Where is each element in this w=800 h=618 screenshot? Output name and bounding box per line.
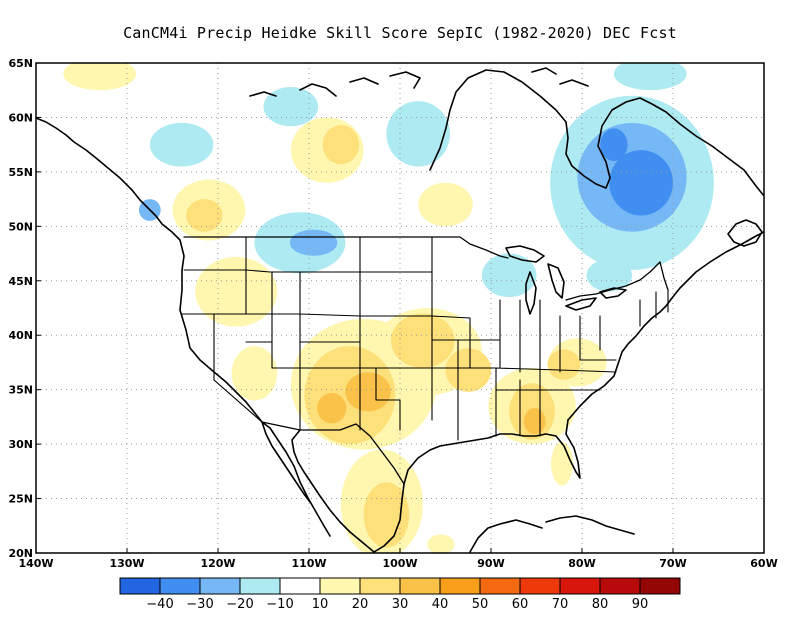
colorbar-label: 20	[352, 597, 369, 612]
skill-region	[547, 349, 581, 380]
lon-tick-label: 60W	[750, 557, 777, 570]
colorbar-swatch	[359, 577, 401, 595]
colorbar-label: −40	[146, 597, 173, 612]
us-canada-border	[183, 236, 669, 301]
skill-region	[418, 182, 473, 227]
labrador-coastline	[611, 97, 764, 197]
skill-region	[263, 87, 319, 127]
cuba-coastline	[545, 515, 635, 535]
lat-tick-label: 20N	[8, 547, 33, 560]
arctic-coastline	[249, 67, 589, 97]
colorbar-swatch	[119, 577, 161, 595]
map-boundaries	[36, 67, 764, 553]
lat-tick-label: 45N	[8, 275, 33, 288]
page-title: CanCM4i Precip Heidke Skill Score SepIC …	[123, 24, 677, 42]
skill-region	[523, 408, 546, 435]
colorbar-swatch	[599, 577, 641, 595]
colorbar-swatch	[519, 577, 561, 595]
skill-region	[551, 441, 573, 486]
skill-region	[391, 313, 455, 368]
lon-tick-label: 110W	[291, 557, 326, 570]
lon-tick-label: 130W	[109, 557, 144, 570]
skill-region	[63, 63, 137, 91]
skill-region	[586, 259, 633, 292]
lat-tick-label: 25N	[8, 493, 33, 506]
colorbar: −40 −30 −20 −10 10 20 30 40 50 60 70 80 90	[119, 577, 681, 612]
colorbar-label: 70	[552, 597, 569, 612]
lon-tick-label: 140W	[18, 557, 53, 570]
gulf-coastline	[373, 419, 581, 553]
colorbar-swatch	[399, 577, 441, 595]
skill-region	[363, 482, 410, 548]
map-frame	[35, 62, 765, 554]
hudson-bay-coastline	[429, 69, 613, 189]
skill-region	[317, 393, 347, 424]
colorbar-swatch	[239, 577, 281, 595]
skill-region	[322, 125, 360, 165]
colorbar-label: −10	[266, 597, 293, 612]
skill-region	[609, 150, 673, 216]
skill-region	[481, 253, 537, 298]
newfoundland-coastline	[727, 219, 763, 247]
pacific-coastline	[36, 117, 331, 537]
skill-region	[231, 346, 278, 401]
us-mexico-border	[261, 421, 405, 485]
lon-tick-label: 120W	[200, 557, 235, 570]
skill-region	[149, 122, 214, 167]
lat-tick-label: 30N	[8, 438, 33, 451]
lon-tick-label: 70W	[659, 557, 686, 570]
lat-tick-label: 50N	[8, 220, 33, 233]
colorbar-label: 50	[472, 597, 489, 612]
skill-region	[345, 372, 391, 412]
skill-region	[289, 229, 338, 256]
colorbar-label: 90	[632, 597, 649, 612]
skill-region	[195, 256, 278, 327]
skill-region	[600, 128, 628, 161]
skill-region	[445, 348, 492, 392]
colorbar-swatch	[159, 577, 201, 595]
lat-tick-label: 65N	[8, 57, 33, 70]
lat-tick-label: 40N	[8, 329, 33, 342]
colorbar-label: 80	[592, 597, 609, 612]
yucatan-coastline	[469, 519, 543, 553]
lat-tick-label: 35N	[8, 384, 33, 397]
skill-shading	[63, 63, 714, 553]
lat-tick-label: 60N	[8, 111, 33, 124]
colorbar-swatch	[279, 577, 321, 595]
lat-tick-label: 55N	[8, 166, 33, 179]
lon-tick-label: 80W	[568, 557, 595, 570]
colorbar-label: 30	[392, 597, 409, 612]
colorbar-swatch	[319, 577, 361, 595]
great-lakes	[505, 245, 627, 315]
lon-tick-label: 100W	[382, 557, 417, 570]
baja-coastline	[261, 421, 375, 553]
state-boundaries	[181, 236, 669, 441]
colorbar-label: −20	[226, 597, 253, 612]
colorbar-label: −30	[186, 597, 213, 612]
colorbar-label: 10	[312, 597, 329, 612]
skill-region	[386, 101, 451, 167]
colorbar-label: 40	[432, 597, 449, 612]
skill-region	[613, 63, 687, 91]
colorbar-label: 60	[512, 597, 529, 612]
colorbar-swatch	[559, 577, 601, 595]
colorbar-swatch	[199, 577, 241, 595]
colorbar-swatch	[639, 577, 681, 595]
skill-region	[186, 199, 223, 232]
colorbar-swatch	[479, 577, 521, 595]
colorbar-swatch	[439, 577, 481, 595]
skill-region	[427, 534, 455, 553]
lon-tick-label: 90W	[477, 557, 504, 570]
